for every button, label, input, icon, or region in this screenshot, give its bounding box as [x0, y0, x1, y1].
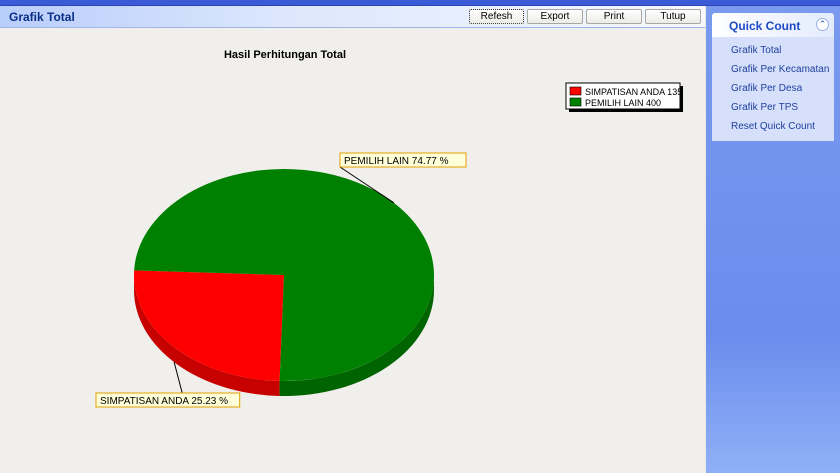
window-title: Grafik Total [9, 10, 75, 24]
data-label-simpatisan-anda: SIMPATISAN ANDA 25.23 % [100, 396, 228, 407]
chart-window: Grafik Total Refesh Export Print Tutup H… [0, 6, 705, 473]
legend-entry-pemilih-lain: PEMILIH LAIN 400 [585, 98, 661, 108]
sidebar-item-grafik-per-kecamatan[interactable]: Grafik Per Kecamatan [731, 64, 830, 75]
sidebar-item-grafik-per-tps[interactable]: Grafik Per TPS [731, 102, 799, 113]
quick-count-title: Quick Count [729, 19, 801, 33]
quick-count-header[interactable]: Quick Count ⌃ [712, 13, 834, 37]
close-button[interactable]: Tutup [645, 9, 701, 24]
sidebar-item-reset-quick-count[interactable]: Reset Quick Count [731, 121, 815, 132]
chart-area: Hasil Perhitungan Total SIMPATISAN ANDA … [0, 29, 705, 473]
refresh-button[interactable]: Refesh [469, 9, 524, 24]
legend-swatch-simpatisan-anda [569, 86, 582, 96]
legend-entry-simpatisan-anda: SIMPATISAN ANDA 135 [585, 87, 682, 97]
callout-line-simpatisan-anda [173, 362, 183, 394]
pie-side-pemilih-lain [279, 275, 434, 396]
window-top-strip [0, 0, 840, 6]
sidebar-item-grafik-total[interactable]: Grafik Total [731, 45, 782, 56]
pie-chart: Hasil Perhitungan Total SIMPATISAN ANDA … [95, 49, 683, 408]
quick-count-panel: Grafik Total Grafik Per Kecamatan Grafik… [712, 37, 834, 141]
export-button[interactable]: Export [527, 9, 583, 24]
callout-box-pemilih-lain [339, 152, 467, 168]
callout-line-pemilih-lain [339, 166, 395, 204]
legend-box [565, 82, 681, 110]
sidebar-item-grafik-per-desa[interactable]: Grafik Per Desa [731, 83, 803, 94]
window-titlebar: Grafik Total Refesh Export Print Tutup [0, 6, 705, 28]
data-label-pemilih-lain: PEMILIH LAIN 74.77 % [344, 156, 449, 167]
collapse-icon[interactable]: ⌃ [816, 18, 829, 31]
print-button[interactable]: Print [586, 9, 642, 24]
chart-title: Hasil Perhitungan Total [224, 49, 346, 61]
pie-side-simpatisan-anda [134, 275, 280, 396]
legend-swatch-pemilih-lain [569, 97, 582, 107]
pie-slice-pemilih-lain [134, 169, 434, 382]
quick-count-sidebar: Quick Count ⌃ Grafik Total Grafik Per Ke… [706, 6, 840, 473]
callout-box-simpatisan-anda [95, 392, 241, 408]
pie-slice-simpatisan-anda [134, 270, 284, 381]
